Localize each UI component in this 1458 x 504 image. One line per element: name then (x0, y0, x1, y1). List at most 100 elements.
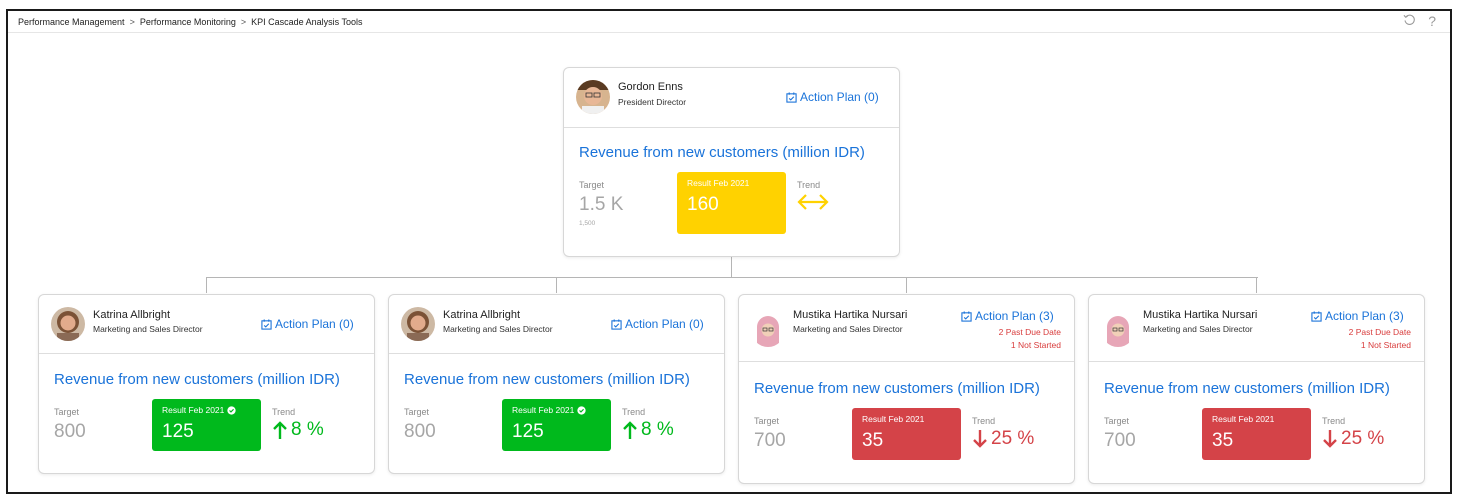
kpi-card-child-3: Mustika Hartika Nursari Marketing and Sa… (738, 294, 1075, 484)
trend-value: 8 % (272, 419, 324, 441)
arrow-down-icon (1323, 430, 1337, 448)
kpi-card-child-1: Katrina Allbright Marketing and Sales Di… (38, 294, 375, 474)
result-value: 35 (862, 430, 884, 451)
kpi-title[interactable]: Revenue from new customers (million IDR) (404, 371, 690, 388)
action-plan-link[interactable]: Action Plan (0) (611, 317, 704, 331)
action-plan-link[interactable]: Action Plan (0) (786, 90, 879, 104)
avatar (401, 307, 435, 341)
person-role: Marketing and Sales Director (793, 324, 903, 334)
person-role: Marketing and Sales Director (93, 324, 203, 334)
trend-label: Trend (622, 407, 646, 417)
check-circle-icon (227, 405, 237, 415)
breadcrumb: Performance Management > Performance Mon… (8, 11, 1450, 33)
avatar (576, 80, 610, 114)
action-plan-label: Action Plan (3) (975, 309, 1054, 323)
action-plan-link[interactable]: Action Plan (0) (261, 317, 354, 331)
trend-label: Trend (797, 180, 821, 190)
target-value: 700 (1104, 430, 1136, 451)
refresh-icon[interactable] (1403, 13, 1416, 29)
trend-label: Trend (1322, 416, 1346, 426)
breadcrumb-item-kpi-cascade: KPI Cascade Analysis Tools (251, 16, 363, 27)
result-label: Result Feb 2021 (512, 405, 575, 415)
calendar-check-icon (1311, 310, 1322, 322)
result-box: Result Feb 2021 125 (152, 399, 261, 451)
result-label: Result Feb 2021 (1212, 414, 1275, 424)
result-box: Result Feb 2021 160 (677, 172, 786, 234)
left-right-arrow-icon (797, 194, 829, 210)
trend-label: Trend (272, 407, 296, 417)
trend-value: 25 % (972, 428, 1034, 450)
result-value: 160 (687, 194, 719, 215)
breadcrumb-separator: > (240, 16, 247, 27)
trend-value: 8 % (622, 419, 674, 441)
breadcrumb-item-performance-management[interactable]: Performance Management (18, 16, 125, 27)
person-role: President Director (618, 97, 687, 107)
calendar-check-icon (786, 91, 797, 103)
person-name: Katrina Allbright (443, 309, 521, 321)
not-started-warning: 1 Not Started (1360, 340, 1411, 350)
trend-label: Trend (972, 416, 996, 426)
action-plan-label: Action Plan (0) (625, 317, 704, 331)
target-value: 800 (404, 421, 436, 442)
connector-trunk (731, 256, 732, 278)
calendar-check-icon (961, 310, 972, 322)
person-name: Mustika Hartika Nursari (1143, 309, 1258, 321)
connector-drop-4 (1256, 277, 1257, 293)
target-value: 800 (54, 421, 86, 442)
result-label: Result Feb 2021 (862, 414, 925, 424)
result-box: Result Feb 2021 125 (502, 399, 611, 451)
breadcrumb-item-performance-monitoring[interactable]: Performance Monitoring (139, 16, 236, 27)
trend-value: 25 % (1322, 428, 1384, 450)
app-frame: Performance Management > Performance Mon… (6, 9, 1452, 494)
result-box: Result Feb 2021 35 (1202, 408, 1311, 460)
kpi-card-root: Gordon Enns President Director Action Pl… (563, 67, 900, 257)
action-plan-link[interactable]: Action Plan (3) (1311, 309, 1404, 323)
past-due-warning: 2 Past Due Date (998, 327, 1061, 337)
connector-drop-2 (556, 277, 557, 293)
arrow-down-icon (973, 430, 987, 448)
avatar (751, 313, 785, 347)
person-role: Marketing and Sales Director (1143, 324, 1253, 334)
target-value: 1.5 K (579, 194, 624, 215)
connector-bar (206, 277, 1258, 278)
avatar (1101, 313, 1135, 347)
person-name: Gordon Enns (618, 81, 683, 93)
target-subvalue: 1,500 (579, 220, 596, 227)
result-value: 125 (162, 421, 194, 442)
connector-drop-3 (906, 277, 907, 293)
action-plan-label: Action Plan (0) (800, 90, 879, 104)
kpi-title[interactable]: Revenue from new customers (million IDR) (579, 144, 865, 161)
kpi-card-child-2: Katrina Allbright Marketing and Sales Di… (388, 294, 725, 474)
not-started-warning: 1 Not Started (1010, 340, 1061, 350)
action-plan-label: Action Plan (3) (1325, 309, 1404, 323)
trend-value (797, 192, 829, 212)
result-label: Result Feb 2021 (687, 178, 750, 188)
breadcrumb-separator: > (129, 16, 135, 27)
person-name: Katrina Allbright (93, 309, 171, 321)
arrow-up-icon (273, 421, 287, 439)
result-box: Result Feb 2021 35 (852, 408, 961, 460)
help-icon[interactable]: ? (1428, 13, 1436, 29)
target-label: Target (404, 407, 430, 417)
target-label: Target (54, 407, 80, 417)
calendar-check-icon (261, 318, 272, 330)
kpi-title[interactable]: Revenue from new customers (million IDR) (754, 380, 1040, 397)
person-name: Mustika Hartika Nursari (793, 309, 908, 321)
calendar-check-icon (611, 318, 622, 330)
kpi-title[interactable]: Revenue from new customers (million IDR) (1104, 380, 1390, 397)
connector-drop-1 (206, 277, 207, 293)
arrow-up-icon (623, 421, 637, 439)
action-plan-link[interactable]: Action Plan (3) (961, 309, 1054, 323)
kpi-card-child-4: Mustika Hartika Nursari Marketing and Sa… (1088, 294, 1425, 484)
target-value: 700 (754, 430, 786, 451)
result-value: 125 (512, 421, 544, 442)
check-circle-icon (577, 405, 587, 415)
avatar (51, 307, 85, 341)
target-label: Target (579, 180, 605, 190)
person-role: Marketing and Sales Director (443, 324, 553, 334)
target-label: Target (1104, 416, 1130, 426)
result-value: 35 (1212, 430, 1234, 451)
kpi-title[interactable]: Revenue from new customers (million IDR) (54, 371, 340, 388)
target-label: Target (754, 416, 780, 426)
action-plan-label: Action Plan (0) (275, 317, 354, 331)
